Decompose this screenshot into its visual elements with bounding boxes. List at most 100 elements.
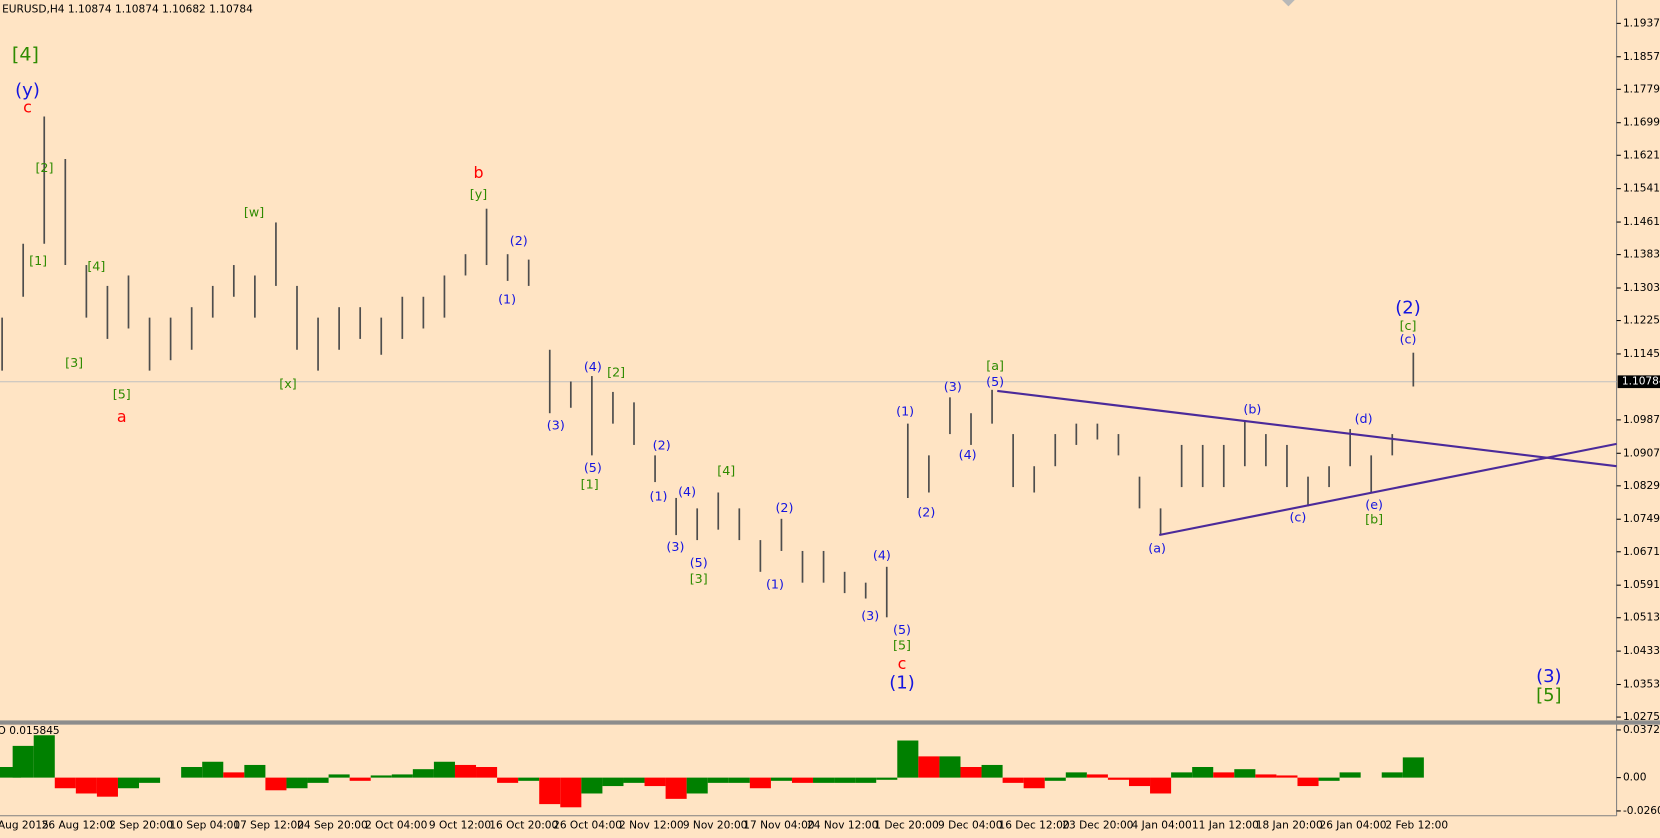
oscillator-bar <box>412 769 434 778</box>
y-tick-label: 1.04330 <box>1623 645 1660 657</box>
y-tick-label: 1.13030 <box>1623 282 1660 294</box>
oscillator-bar <box>370 775 392 778</box>
oscillator-bar <box>939 756 961 778</box>
wave-label: [5] <box>893 638 911 653</box>
oscillator-bar <box>1255 774 1277 778</box>
x-tick-label: 2 Oct 04:00 <box>365 819 427 831</box>
x-tick-label: 26 Oct 04:00 <box>553 819 622 831</box>
wave-label: (3) <box>666 539 684 554</box>
wave-label: (e) <box>1365 497 1383 512</box>
y-tick-label: 0.00 <box>1623 772 1647 784</box>
oscillator-bar <box>1276 775 1298 778</box>
oscillator-bar <box>1339 772 1361 778</box>
wave-label: (a) <box>1148 540 1166 555</box>
current-price-label: 1.10784 <box>1622 376 1660 388</box>
x-tick-label: 17 Sep 12:00 <box>233 819 304 831</box>
wave-label: [5] <box>1536 685 1561 706</box>
x-tick-label: Aug 2015 <box>0 819 49 831</box>
y-tick-label: 1.14610 <box>1623 216 1660 228</box>
wave-label: [b] <box>1365 512 1383 527</box>
wave-label: (c) <box>1289 510 1306 525</box>
wave-label: (5) <box>584 460 602 475</box>
wave-label: (4) <box>959 447 977 462</box>
oscillator-bar <box>728 777 750 783</box>
trend-line <box>997 389 1617 468</box>
wave-label: [5] <box>113 387 131 402</box>
oscillator-bar <box>265 777 287 791</box>
pane-separator <box>0 720 1660 725</box>
x-tick-label: 24 Nov 12:00 <box>807 819 879 831</box>
x-tick-label: 26 Aug 12:00 <box>42 819 114 831</box>
wave-label: [x] <box>279 376 296 391</box>
wave-label: [y] <box>470 186 487 201</box>
wave-label: (2) <box>775 500 793 515</box>
wave-label: (4) <box>584 359 602 374</box>
oscillator-bar <box>54 777 76 789</box>
wave-label: (3) <box>547 417 565 432</box>
oscillator-bar <box>539 777 561 805</box>
oscillator-bar <box>855 777 877 783</box>
y-tick-label: 1.03530 <box>1623 679 1660 691</box>
y-tick-label: 1.11450 <box>1623 348 1660 360</box>
wave-label: [a] <box>986 358 1004 373</box>
oscillator-bar <box>1402 757 1424 778</box>
wave-label: (1) <box>498 291 516 306</box>
wave-label: (d) <box>1355 411 1373 426</box>
oscillator-bar <box>349 777 371 781</box>
oscillator-bar <box>454 764 477 778</box>
x-tick-label: 9 Dec 04:00 <box>938 819 1003 831</box>
x-tick-label: 4 Jan 04:00 <box>1132 819 1192 831</box>
oscillator-bar <box>12 745 34 778</box>
y-tick-label: 1.08290 <box>1623 480 1660 492</box>
oscillator-bar <box>623 777 645 783</box>
oscillator-bar <box>1002 777 1024 783</box>
oscillator-bar <box>707 777 729 783</box>
wave-label: [w] <box>244 204 264 219</box>
x-tick-label: 16 Oct 20:00 <box>489 819 558 831</box>
wave-label: (2) <box>653 438 671 453</box>
x-tick-label: 18 Jan 20:00 <box>1256 819 1323 831</box>
wave-label: (1) <box>766 576 784 591</box>
indicator-title: AO 0.015845 <box>0 725 60 737</box>
y-tick-label: 1.19370 <box>1623 17 1660 29</box>
oscillator-bar <box>202 761 224 778</box>
y-tick-label: 1.13830 <box>1623 249 1660 261</box>
oscillator-bar <box>286 777 308 789</box>
wave-label: (3) <box>861 608 879 623</box>
wave-label: (5) <box>986 374 1004 389</box>
oscillator-bar <box>96 777 118 797</box>
y-tick-label: 1.16990 <box>1623 117 1660 129</box>
x-tick-label: 9 Nov 20:00 <box>683 819 748 831</box>
wave-label: [3] <box>65 355 83 370</box>
x-tick-label: 2 Sep 20:00 <box>109 819 173 831</box>
oscillator-bar <box>1128 777 1151 787</box>
x-tick-label: 2 Nov 12:00 <box>619 819 684 831</box>
oscillator-bar <box>1023 777 1045 789</box>
wave-label: (2) <box>510 233 528 248</box>
oscillator-bar <box>813 777 835 783</box>
x-tick-label: 1 Dec 20:00 <box>874 819 939 831</box>
wave-label: (5) <box>893 622 911 637</box>
y-tick-label: -0.026045 <box>1623 805 1660 817</box>
x-tick-label: 16 Dec 12:00 <box>999 819 1070 831</box>
wave-label: (2) <box>1395 297 1420 318</box>
wave-label: [4] <box>87 258 105 273</box>
y-tick-label: 1.16210 <box>1623 149 1660 161</box>
wave-label: (4) <box>873 548 891 563</box>
wave-label: a <box>117 407 127 426</box>
oscillator-bar <box>981 764 1003 778</box>
y-tick-label: 0.03726 <box>1623 724 1660 736</box>
oscillator-bar <box>834 777 856 783</box>
wave-label: (y) <box>15 80 40 101</box>
oscillator-bar <box>0 766 22 778</box>
oscillator-bar <box>749 777 771 789</box>
wave-label: b <box>473 163 483 182</box>
x-tick-label: 24 Sep 20:00 <box>297 819 368 831</box>
x-tick-label: 17 Nov 04:00 <box>743 819 815 831</box>
y-tick-label: 1.09870 <box>1623 414 1660 426</box>
current-price-box <box>1617 375 1660 389</box>
wave-label: c <box>23 98 32 117</box>
oscillator-bar <box>1381 772 1403 778</box>
y-tick-label: 1.18570 <box>1623 51 1660 63</box>
